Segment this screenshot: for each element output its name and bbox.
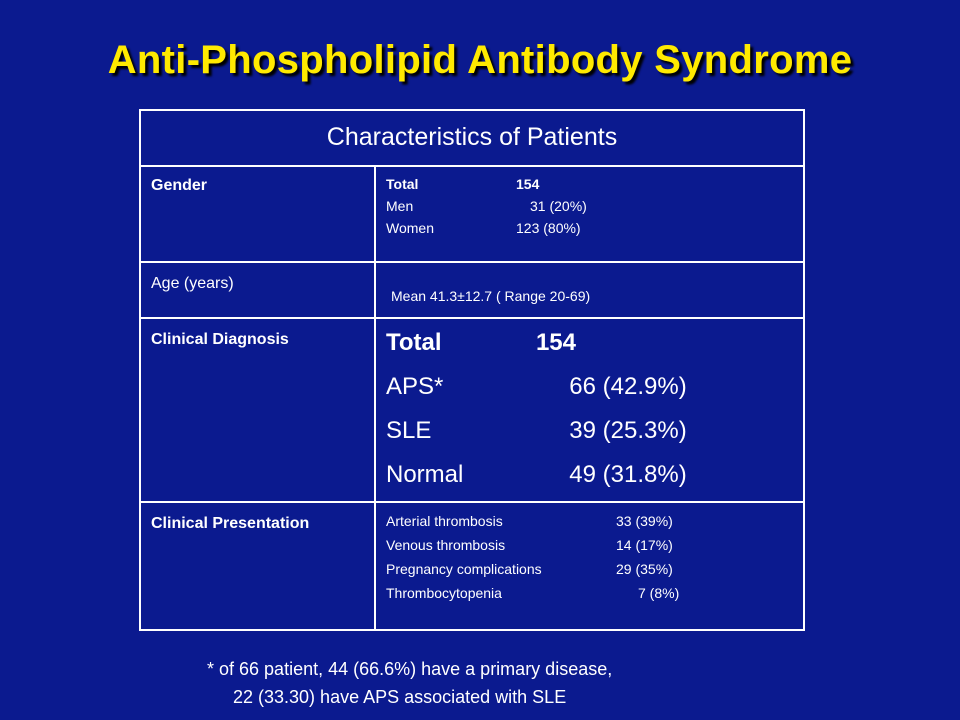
diagnosis-normal: Normal 49 (31.8%) — [386, 461, 687, 488]
footnote-line-1: * of 66 patient, 44 (66.6%) have a prima… — [207, 659, 613, 679]
presentation-row: Clinical Presentation Arterial thrombosi… — [141, 503, 803, 631]
diagnosis-total: Total 154 — [386, 329, 576, 356]
presentation-venous: Venous thrombosis 14 (17%) — [386, 537, 673, 553]
presentation-arterial: Arterial thrombosis 33 (39%) — [386, 513, 673, 529]
patient-characteristics-table: Characteristics of Patients Gender Total… — [139, 109, 805, 631]
diagnosis-label: Clinical Diagnosis — [151, 331, 289, 348]
footnote: * of 66 patient, 44 (66.6%) have a prima… — [207, 655, 767, 711]
gender-label: Gender — [151, 177, 208, 194]
age-label: Age (years) — [151, 275, 234, 292]
column-divider — [374, 165, 376, 629]
age-row: Age (years) Mean 41.3±12.7 ( Range 20-69… — [141, 263, 803, 319]
gender-men: Men 31 (20%) — [386, 198, 587, 214]
gender-women: Women 123 (80%) — [386, 220, 581, 236]
presentation-label: Clinical Presentation — [151, 515, 310, 532]
presentation-thrombocytopenia: Thrombocytopenia 7 (8%) — [386, 585, 680, 601]
diagnosis-values: Total 154 APS* 66 (42.9%) SLE 39 (25.3%) No… — [386, 321, 796, 497]
slide-title: Anti-Phospholipid Antibody Syndrome — [107, 38, 853, 82]
presentation-pregnancy: Pregnancy complications 29 (35%) — [386, 561, 673, 577]
diagnosis-aps: APS* 66 (42.9%) — [386, 373, 687, 400]
gender-values: Total 154 Men 31 (20%) Women 123 (80%) — [386, 173, 796, 239]
table-header-row: Characteristics of Patients — [141, 111, 803, 167]
gender-total: Total 154 — [386, 176, 540, 192]
footnote-line-2: 22 (33.30) have APS associated with SLE — [233, 687, 567, 707]
diagnosis-sle: SLE 39 (25.3%) — [386, 417, 687, 444]
presentation-values: Arterial thrombosis 33 (39%) Venous throm… — [386, 509, 796, 605]
gender-row: Gender Total 154 Men 31 (20%) Women 123 (80… — [141, 165, 803, 263]
diagnosis-row: Clinical Diagnosis Total 154 APS* 66 (42.9… — [141, 319, 803, 503]
table-header: Characteristics of Patients — [326, 123, 618, 151]
age-value: Mean 41.3±12.7 ( Range 20-69) — [391, 288, 591, 304]
